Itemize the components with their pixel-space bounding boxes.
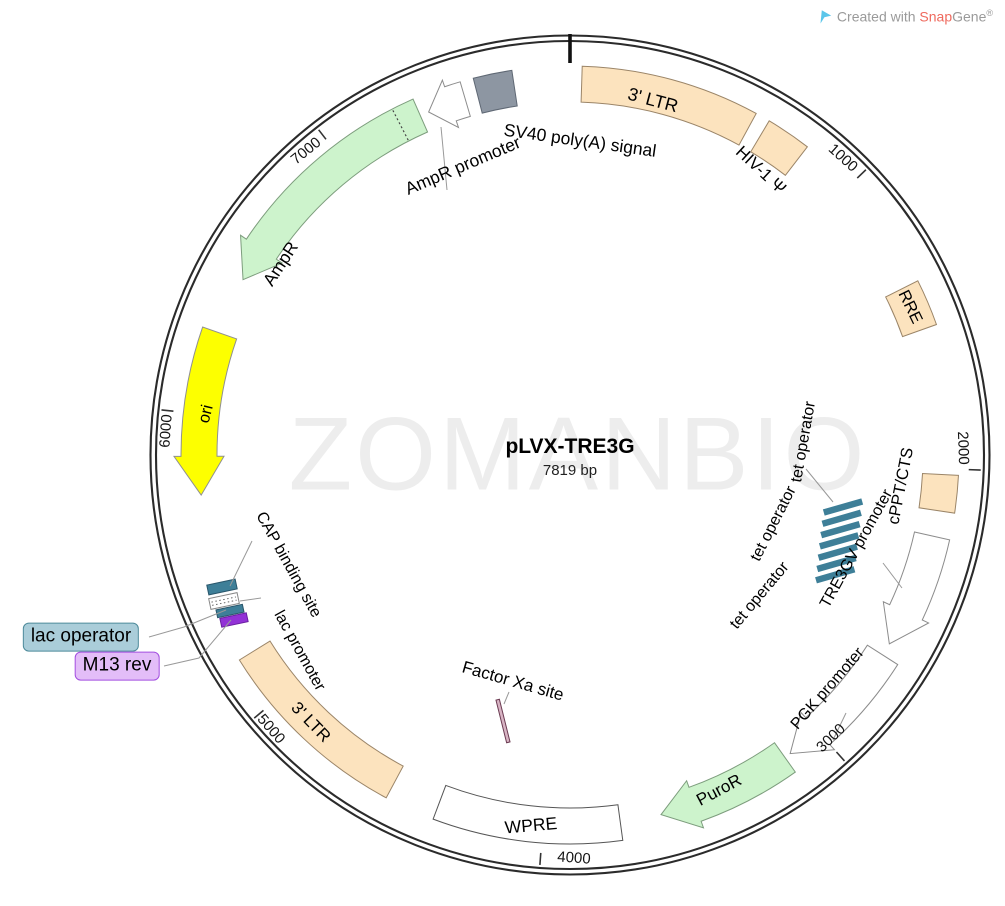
factor-xa-marker[interactable] (495, 698, 511, 744)
feature-cppt-cts[interactable] (918, 472, 959, 514)
tick-6000 (161, 409, 174, 413)
credit-badge[interactable]: Created with SnapGene® (818, 8, 993, 25)
tet-operator-bar[interactable] (821, 509, 862, 527)
tet-operator-bar[interactable] (818, 532, 860, 550)
tet-operator-bar[interactable] (816, 554, 857, 573)
lac-promoter-box[interactable] (208, 592, 240, 610)
feature-wpre[interactable] (432, 784, 624, 845)
m13-rev-box[interactable] (219, 612, 249, 628)
tet-operator-bar[interactable] (822, 498, 864, 516)
factor-xa-leader (503, 691, 510, 705)
feature-sv40-polya[interactable] (472, 69, 518, 114)
feature-pgk-promoter[interactable] (789, 644, 899, 755)
plasmid-name: pLVX-TRE3G (505, 435, 635, 458)
ampr-promoter-leader (440, 126, 448, 191)
feature-3ltr-top[interactable] (580, 65, 757, 146)
feature-puror[interactable] (660, 742, 797, 829)
tick-4000 (539, 852, 542, 865)
cap-binding-site-box[interactable] (206, 578, 238, 596)
tre3gv-leader (882, 562, 903, 589)
feature-ampr[interactable] (239, 98, 429, 281)
tet-operator-leader (805, 468, 834, 503)
tet-operator-bar[interactable] (815, 566, 856, 584)
feature-3ltr-bottom[interactable] (238, 640, 404, 799)
feature-ampr-promoter[interactable] (427, 78, 471, 129)
feature-rre[interactable] (884, 280, 938, 338)
feature-tre3gv-promoter[interactable] (882, 531, 951, 645)
tick-7000 (318, 129, 327, 140)
tet-operator-bar[interactable] (820, 520, 861, 539)
cap-binding-leader (229, 540, 253, 587)
watermark: ZOMANBIO (288, 396, 868, 513)
credit-reg-mark: ® (986, 8, 993, 18)
m13-rev-leader (163, 619, 232, 667)
tet-operator-bar[interactable] (817, 543, 858, 561)
plasmid-size: 7819 bp (542, 462, 598, 479)
tick-1000 (856, 169, 867, 179)
credit-text: Created with SnapGene® (836, 8, 993, 25)
snapgene-logo-icon (820, 10, 832, 24)
feature-hiv1-psi[interactable] (750, 120, 809, 177)
tick-5000 (253, 709, 264, 719)
tick-3000 (835, 751, 846, 762)
feature-ampr-divider (392, 109, 409, 141)
lac-operator-leader (148, 609, 227, 638)
plasmid-title-block: pLVX-TRE3G 7819 bp (505, 435, 634, 479)
lac-promoter-leader (239, 597, 262, 602)
credit-brand-gene: Gene (952, 8, 987, 25)
feature-ori[interactable] (173, 326, 238, 496)
pgk-leader (832, 712, 847, 741)
credit-brand-snap: Snap (919, 8, 953, 25)
